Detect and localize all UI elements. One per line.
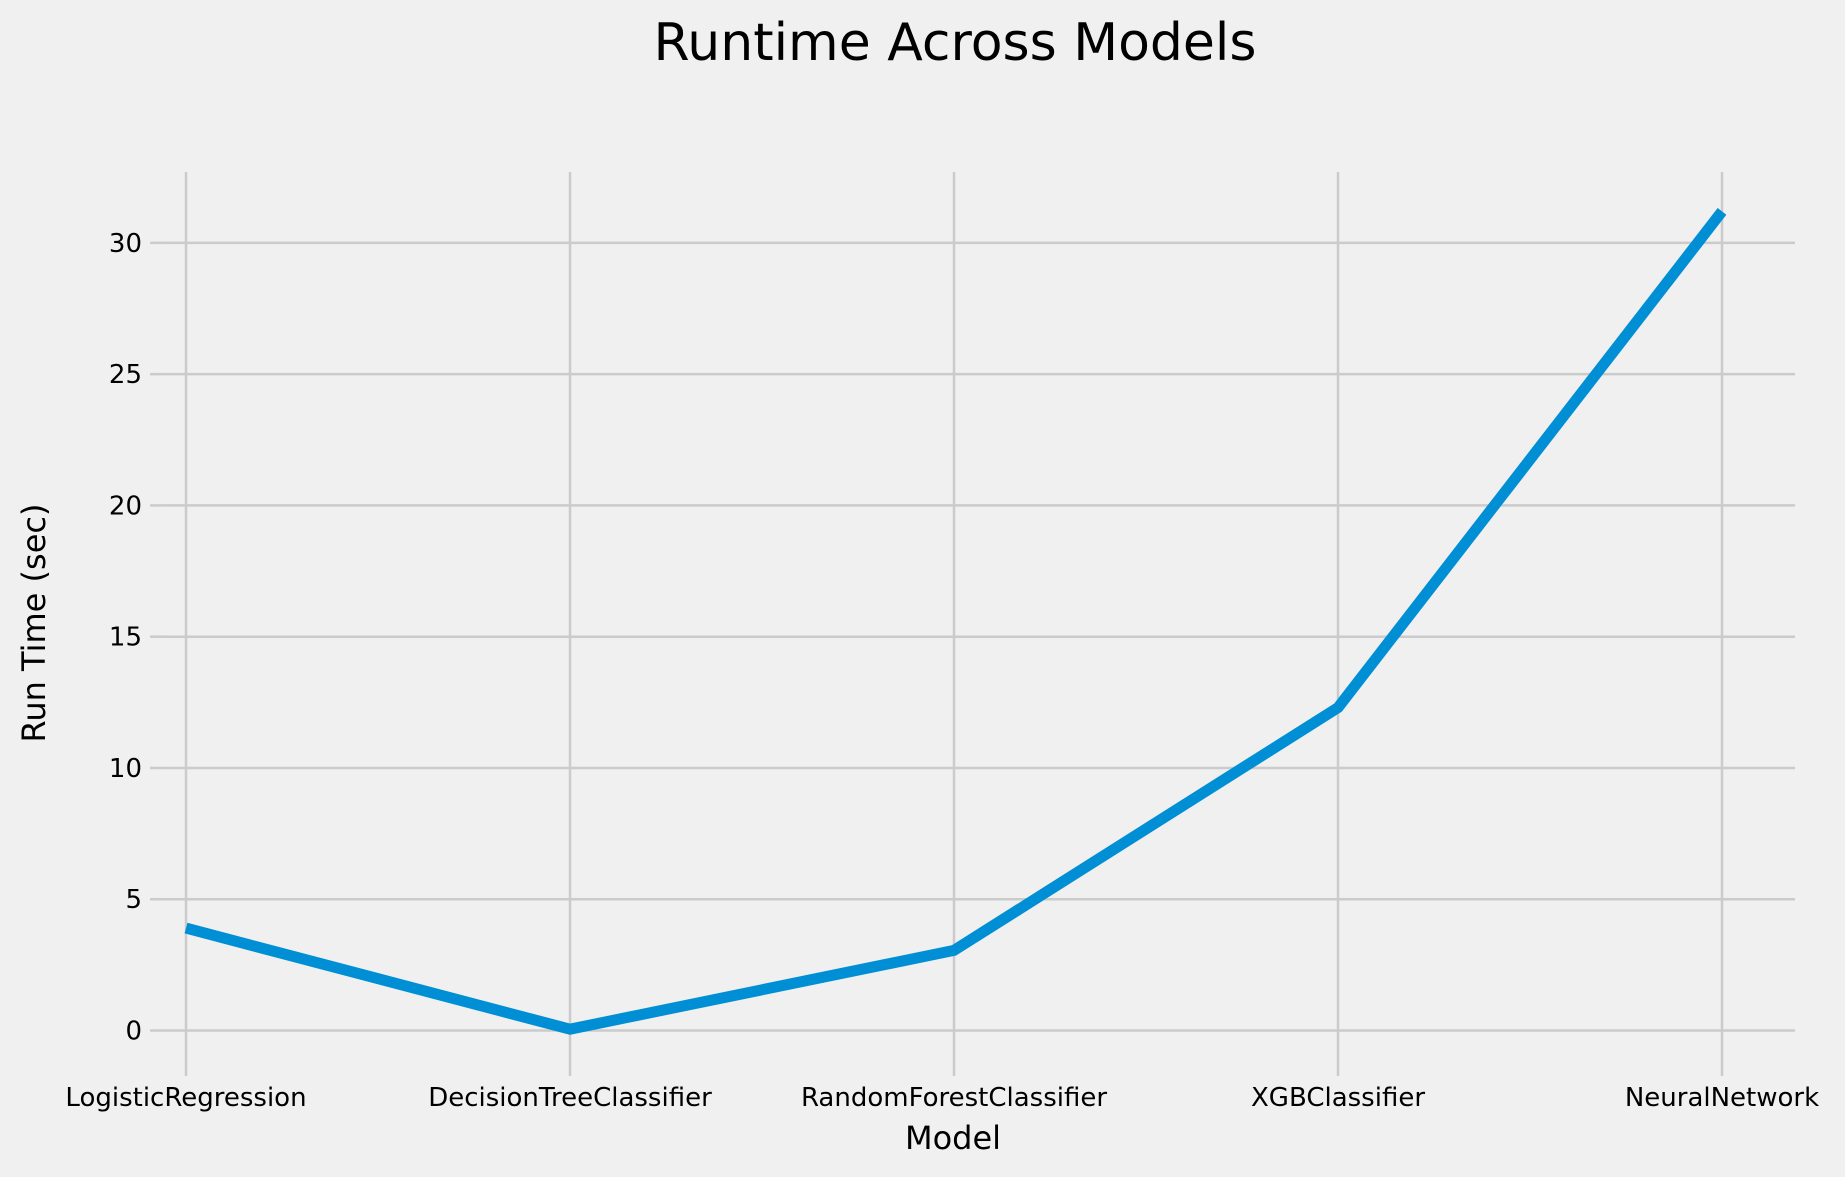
x-tick-label: NeuralNetwork: [1625, 1083, 1819, 1113]
y-tick-label: 30: [109, 229, 142, 259]
series-layer: [184, 208, 1727, 1035]
x-tick-label: LogisticRegression: [65, 1083, 306, 1113]
grid: [164, 172, 1795, 1062]
x-tick-label: XGBClassifier: [1251, 1083, 1425, 1113]
y-tick-label: 15: [109, 623, 142, 653]
y-axis-label: Run Time (sec): [15, 504, 53, 743]
x-tick-label: DecisionTreeClassifier: [428, 1083, 712, 1113]
y-tick-label: 5: [125, 885, 142, 915]
y-tick-label: 10: [109, 754, 142, 784]
x-axis-label: Model: [905, 1119, 1001, 1157]
y-tick-label: 0: [125, 1016, 142, 1046]
chart-title: Runtime Across Models: [654, 13, 1257, 73]
y-tick-label: 20: [109, 491, 142, 521]
y-tick-label: 25: [109, 360, 142, 390]
y-axis-ticks: 0 5 10 15 20 25 30: [109, 229, 164, 1046]
x-axis-ticks: LogisticRegression DecisionTreeClassifier…: [65, 1062, 1819, 1113]
x-tick-label: RandomForestClassifier: [801, 1083, 1107, 1113]
